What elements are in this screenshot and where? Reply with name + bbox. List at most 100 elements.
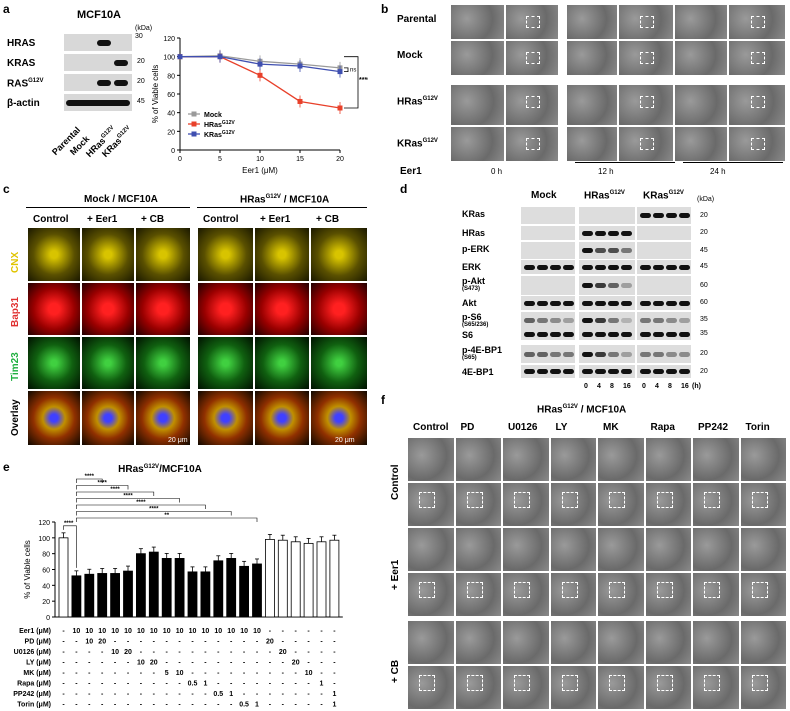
micrograph [644, 437, 692, 482]
table-cell: - [230, 649, 233, 656]
table-cell: 10 [85, 628, 93, 635]
table-cell: 10 [150, 628, 158, 635]
table-cell: - [256, 649, 259, 656]
table-cell: 10 [98, 628, 106, 635]
table-cell: - [153, 670, 156, 677]
table-cell: - [295, 670, 298, 677]
x-tick-label: 5 [218, 156, 222, 163]
table-cell: 10 [73, 628, 81, 635]
table-cell: - [282, 702, 285, 709]
micrograph [454, 437, 502, 482]
table-cell: - [230, 681, 233, 688]
table-cell: - [320, 660, 323, 667]
zoom-box [751, 582, 768, 598]
column-label: Control [203, 214, 239, 225]
table-cell: - [217, 639, 220, 646]
micrograph [505, 126, 559, 162]
blot-band [582, 351, 593, 357]
micrograph [549, 437, 597, 482]
table-cell: - [75, 702, 78, 709]
micrograph [692, 527, 740, 572]
blot-band [666, 317, 677, 323]
table-cell: - [295, 681, 298, 688]
data-point [217, 54, 223, 60]
blot-band [595, 369, 606, 374]
sig-label: **** [149, 507, 159, 513]
zoom-box [466, 582, 483, 598]
kda-marker: 35 [700, 316, 708, 323]
table-cell: - [75, 670, 78, 677]
table-cell: - [243, 649, 246, 656]
table-cell: - [333, 639, 336, 646]
table-cell: - [256, 681, 259, 688]
table-cell: - [243, 660, 246, 667]
micrograph [692, 572, 740, 617]
table-cell: - [307, 702, 310, 709]
time-label: 8 [668, 383, 672, 390]
blot-strip [579, 276, 635, 295]
table-cell: 10 [176, 670, 184, 677]
bar [252, 563, 262, 618]
bar [123, 570, 133, 618]
zoom-box [466, 492, 483, 508]
blot-strip [521, 296, 575, 310]
time-label: 12 h [598, 167, 614, 176]
table-cell: - [114, 639, 117, 646]
blot-row-label: KRAS [7, 58, 36, 69]
blot-strip [579, 328, 635, 340]
table-cell: - [178, 639, 181, 646]
table-cell: - [153, 649, 156, 656]
table-cell: - [101, 649, 104, 656]
table-cell: 10 [305, 670, 313, 677]
table-cell: 1 [203, 681, 207, 688]
bar [239, 565, 250, 618]
zoom-box [419, 582, 435, 598]
legend-label: KRasG12V [204, 130, 235, 139]
sig-bracket [76, 498, 180, 503]
table-cell: - [140, 670, 143, 677]
row-label: + CB [390, 659, 401, 683]
blot-band [608, 351, 619, 357]
table-cell: - [243, 681, 246, 688]
data-point [177, 54, 183, 60]
blot-row-label: p-S6 [462, 312, 482, 322]
zoom-box [561, 582, 578, 598]
table-cell: - [62, 702, 65, 709]
table-cell: - [114, 681, 117, 688]
fluorescence-image [197, 336, 254, 390]
table-cell: 20 [266, 639, 274, 646]
sig-label: **** [85, 474, 95, 480]
table-cell: - [191, 639, 194, 646]
blot-band [97, 80, 111, 86]
table-cell: - [88, 660, 91, 667]
blot-band [621, 264, 632, 270]
fluorescence-image [197, 227, 254, 282]
legend-marker [191, 131, 197, 137]
table-cell: - [166, 702, 169, 709]
kda-label: (kDa) [135, 25, 153, 32]
table-cell: - [282, 670, 285, 677]
micrograph [644, 572, 692, 617]
table-cell: - [127, 702, 130, 709]
table-cell: 0.5 [188, 681, 198, 688]
table-cell: - [269, 702, 272, 709]
blot-strip [637, 312, 691, 328]
table-cell: - [307, 628, 310, 635]
fluorescence-image [254, 336, 310, 390]
blot-band [679, 264, 690, 270]
blot-strip [579, 312, 635, 328]
micrograph [674, 84, 728, 126]
fluorescence-image [135, 227, 191, 282]
table-cell: - [166, 639, 169, 646]
table-cell: - [166, 649, 169, 656]
channel-label: CNX [10, 251, 21, 273]
blot-strip [521, 207, 575, 224]
table-cell: - [153, 681, 156, 688]
zoom-box [751, 52, 765, 64]
table-cell: - [269, 681, 272, 688]
sig-label: **** [110, 487, 120, 493]
row-label: Parental [397, 14, 437, 25]
blot-band [621, 317, 632, 323]
kda-marker: 45 [700, 246, 708, 254]
zoom-box [751, 16, 765, 28]
